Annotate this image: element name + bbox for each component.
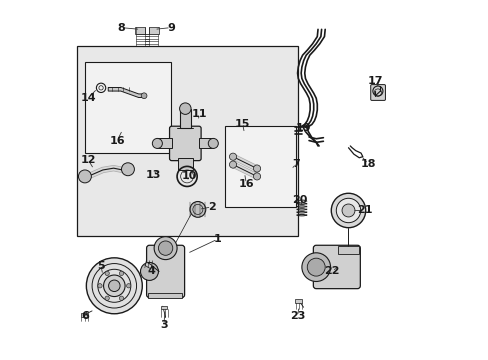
- FancyBboxPatch shape: [169, 126, 201, 161]
- Circle shape: [301, 253, 330, 282]
- Bar: [199, 138, 213, 148]
- Circle shape: [126, 284, 131, 288]
- FancyBboxPatch shape: [370, 85, 385, 100]
- Text: 22: 22: [324, 266, 340, 276]
- Circle shape: [190, 202, 205, 217]
- Bar: [149, 27, 159, 34]
- Text: 4: 4: [147, 266, 155, 276]
- Circle shape: [121, 163, 134, 176]
- Circle shape: [141, 93, 147, 99]
- Polygon shape: [108, 87, 144, 98]
- Circle shape: [336, 198, 360, 223]
- Circle shape: [119, 296, 123, 300]
- Text: 6: 6: [81, 311, 89, 321]
- Text: 23: 23: [289, 311, 305, 321]
- Text: 13: 13: [145, 170, 161, 180]
- Bar: [144, 262, 152, 269]
- Circle shape: [229, 153, 236, 160]
- Circle shape: [105, 271, 109, 275]
- Text: 9: 9: [167, 23, 175, 33]
- Text: 12: 12: [81, 155, 96, 165]
- Circle shape: [140, 262, 158, 280]
- Bar: [81, 314, 88, 317]
- Text: 5: 5: [97, 261, 104, 271]
- Bar: [224, 126, 296, 207]
- FancyBboxPatch shape: [146, 245, 184, 298]
- Text: 17: 17: [367, 76, 383, 86]
- Bar: [77, 45, 298, 235]
- Circle shape: [105, 296, 109, 300]
- Circle shape: [152, 138, 162, 148]
- Bar: [178, 158, 192, 170]
- Circle shape: [98, 284, 102, 288]
- Circle shape: [108, 280, 120, 292]
- Circle shape: [306, 258, 325, 276]
- Circle shape: [119, 271, 123, 275]
- Text: 10: 10: [181, 171, 196, 181]
- Circle shape: [229, 161, 236, 168]
- Text: 2: 2: [207, 202, 215, 212]
- Bar: [148, 293, 182, 298]
- Text: 19: 19: [295, 123, 311, 133]
- Text: 20: 20: [292, 195, 307, 205]
- Circle shape: [208, 138, 218, 148]
- Bar: [135, 27, 144, 34]
- Bar: [337, 246, 359, 253]
- Circle shape: [341, 204, 354, 217]
- Text: 15: 15: [235, 120, 250, 129]
- Text: 3: 3: [160, 320, 167, 330]
- Circle shape: [253, 173, 260, 180]
- Text: 14: 14: [81, 93, 96, 103]
- Text: 18: 18: [360, 159, 375, 169]
- Bar: [161, 306, 167, 309]
- Circle shape: [179, 103, 191, 114]
- Circle shape: [103, 275, 125, 297]
- Text: 16: 16: [109, 136, 125, 145]
- Circle shape: [86, 258, 142, 314]
- Circle shape: [253, 165, 260, 172]
- FancyBboxPatch shape: [313, 245, 360, 289]
- Text: 1: 1: [213, 234, 221, 244]
- Circle shape: [330, 193, 365, 228]
- Bar: [85, 62, 171, 153]
- Bar: [157, 138, 171, 148]
- Text: 16: 16: [238, 179, 254, 189]
- Circle shape: [78, 170, 91, 183]
- Circle shape: [154, 237, 177, 260]
- Bar: [179, 109, 191, 129]
- Circle shape: [158, 241, 172, 255]
- Text: 21: 21: [356, 206, 372, 216]
- Text: 8: 8: [117, 23, 124, 33]
- Text: 7: 7: [292, 159, 300, 169]
- Text: 11: 11: [191, 109, 207, 119]
- Bar: [295, 299, 301, 303]
